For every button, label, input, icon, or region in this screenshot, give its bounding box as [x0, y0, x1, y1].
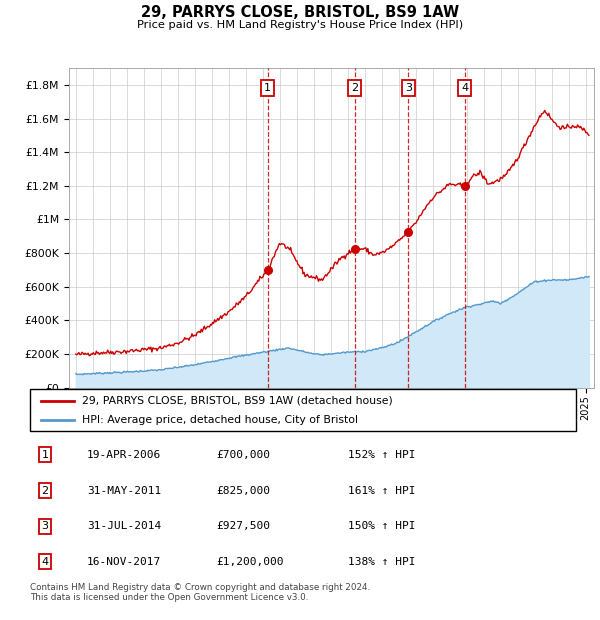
Text: 161% ↑ HPI: 161% ↑ HPI	[348, 485, 416, 495]
Text: 1: 1	[41, 450, 49, 460]
Text: 150% ↑ HPI: 150% ↑ HPI	[348, 521, 416, 531]
Text: 152% ↑ HPI: 152% ↑ HPI	[348, 450, 416, 460]
Text: 31-MAY-2011: 31-MAY-2011	[87, 485, 161, 495]
Text: £700,000: £700,000	[216, 450, 270, 460]
Text: 2: 2	[351, 83, 358, 94]
Text: 4: 4	[41, 557, 49, 567]
Text: 3: 3	[41, 521, 49, 531]
Text: 138% ↑ HPI: 138% ↑ HPI	[348, 557, 416, 567]
Text: 19-APR-2006: 19-APR-2006	[87, 450, 161, 460]
Text: 4: 4	[461, 83, 468, 94]
Text: 29, PARRYS CLOSE, BRISTOL, BS9 1AW: 29, PARRYS CLOSE, BRISTOL, BS9 1AW	[141, 5, 459, 20]
Text: £927,500: £927,500	[216, 521, 270, 531]
Text: 31-JUL-2014: 31-JUL-2014	[87, 521, 161, 531]
Text: £1,200,000: £1,200,000	[216, 557, 284, 567]
Text: 3: 3	[405, 83, 412, 94]
Text: £825,000: £825,000	[216, 485, 270, 495]
Text: Contains HM Land Registry data © Crown copyright and database right 2024.
This d: Contains HM Land Registry data © Crown c…	[30, 583, 370, 602]
Text: 1: 1	[264, 83, 271, 94]
Text: Price paid vs. HM Land Registry's House Price Index (HPI): Price paid vs. HM Land Registry's House …	[137, 20, 463, 30]
Text: 16-NOV-2017: 16-NOV-2017	[87, 557, 161, 567]
Text: 29, PARRYS CLOSE, BRISTOL, BS9 1AW (detached house): 29, PARRYS CLOSE, BRISTOL, BS9 1AW (deta…	[82, 396, 392, 405]
Text: HPI: Average price, detached house, City of Bristol: HPI: Average price, detached house, City…	[82, 415, 358, 425]
Text: 2: 2	[41, 485, 49, 495]
